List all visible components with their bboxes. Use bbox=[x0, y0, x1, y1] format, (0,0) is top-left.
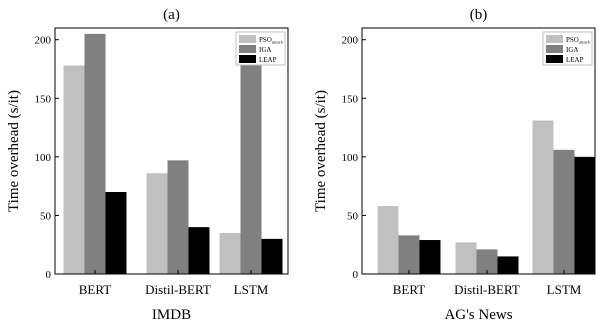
bar bbox=[105, 192, 127, 274]
chart-panel: 0 50 100 150 200 BERT Distil-BERT LSTM Time over… bbox=[313, 7, 596, 323]
plot-frame bbox=[361, 27, 596, 275]
legend-label-text: LEAP bbox=[566, 56, 584, 64]
y-tick-label: 0 bbox=[353, 269, 359, 281]
bar bbox=[553, 149, 575, 274]
y-tick-label: 50 bbox=[40, 210, 52, 222]
chart-title: AG's News bbox=[444, 307, 512, 323]
y-tick-label: 100 bbox=[35, 152, 52, 164]
plot-frame bbox=[54, 27, 289, 275]
chart-title: IMDB bbox=[152, 307, 191, 323]
y-tick-label: 200 bbox=[342, 35, 359, 47]
bar bbox=[476, 249, 498, 274]
x-tick-label: LSTM bbox=[547, 282, 582, 297]
y-tick-label: 0 bbox=[46, 269, 52, 281]
panel-label: (a) bbox=[163, 7, 180, 23]
x-tick-label: BERT bbox=[79, 282, 112, 297]
legend-swatch bbox=[546, 55, 563, 63]
bar bbox=[532, 120, 554, 275]
bar bbox=[240, 65, 262, 274]
x-tick-label: Distil-BERT bbox=[454, 282, 520, 297]
bar bbox=[497, 256, 519, 274]
legend-label-text: PSO bbox=[566, 36, 579, 44]
legend-label-text: LEAP bbox=[259, 56, 277, 64]
bar bbox=[84, 33, 106, 274]
bar bbox=[146, 173, 168, 274]
y-tick-label: 150 bbox=[342, 93, 359, 105]
legend-label: LEAP bbox=[566, 56, 584, 64]
legend-label-text: IGA bbox=[259, 46, 271, 54]
legend-label: PSOattack bbox=[259, 36, 284, 45]
bar bbox=[398, 235, 420, 274]
x-tick-label: BERT bbox=[393, 282, 426, 297]
bar bbox=[63, 65, 85, 274]
legend-swatch bbox=[546, 35, 563, 43]
legend-swatch bbox=[239, 45, 256, 53]
legend-label-subscript: attack bbox=[272, 40, 284, 45]
legend-label-text: PSO bbox=[259, 36, 272, 44]
chart-panel: 0 50 100 150 200 BERT Distil-BERT LSTM Time over… bbox=[6, 7, 289, 323]
bar bbox=[167, 160, 189, 274]
y-tick-label: 150 bbox=[35, 93, 52, 105]
bar bbox=[574, 156, 596, 274]
legend-label: IGA bbox=[259, 46, 271, 54]
y-axis-label: Time overhead (s/it) bbox=[313, 90, 329, 212]
legend-swatch bbox=[239, 35, 256, 43]
y-tick-label: 100 bbox=[342, 152, 359, 164]
x-tick-label: LSTM bbox=[234, 282, 269, 297]
legend-label-text: IGA bbox=[566, 46, 578, 54]
legend-swatch bbox=[546, 45, 563, 53]
legend-label: IGA bbox=[566, 46, 578, 54]
bar bbox=[419, 240, 441, 274]
bar bbox=[377, 206, 399, 274]
bar bbox=[188, 227, 210, 274]
legend-label-subscript: attack bbox=[579, 40, 591, 45]
y-axis-label: Time overhead (s/it) bbox=[6, 90, 22, 212]
legend-label: PSOattack bbox=[566, 36, 591, 45]
legend-swatch bbox=[239, 55, 256, 63]
panel-label: (b) bbox=[470, 7, 488, 23]
x-tick-label: Distil-BERT bbox=[145, 282, 211, 297]
y-tick-label: 200 bbox=[35, 35, 52, 47]
y-tick-label: 50 bbox=[347, 210, 359, 222]
legend-label: LEAP bbox=[259, 56, 277, 64]
bar bbox=[261, 238, 283, 274]
bar bbox=[455, 242, 477, 274]
bar bbox=[219, 233, 241, 274]
